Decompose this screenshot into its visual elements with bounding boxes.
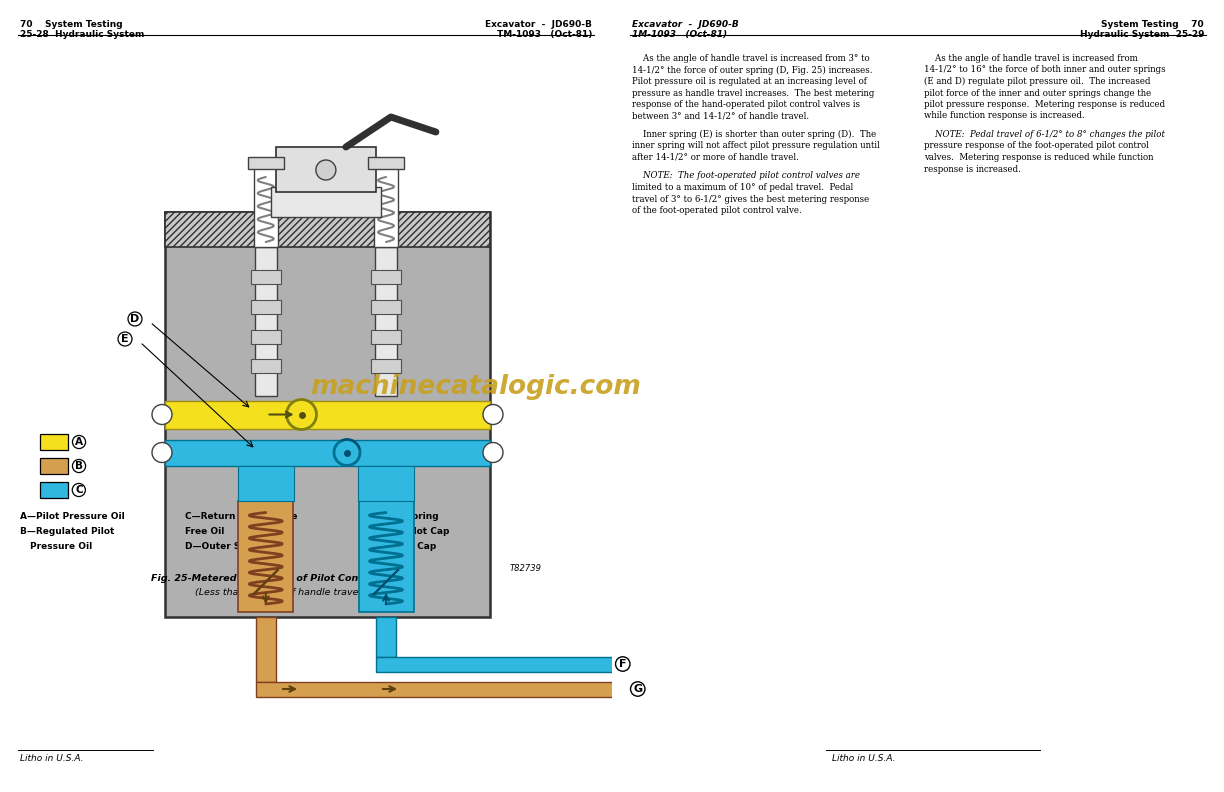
Bar [40,458,69,474]
Text: System Testing    70: System Testing 70 [1102,20,1204,29]
Text: Litho in U.S.A.: Litho in U.S.A. [832,754,896,763]
Text: pilot pressure response.  Metering response is reduced: pilot pressure response. Metering respon… [924,100,1165,109]
Bar [247,157,284,169]
Text: A—Pilot Pressure Oil: A—Pilot Pressure Oil [20,512,125,521]
Bar [251,300,280,314]
Text: B—Regulated Pilot: B—Regulated Pilot [20,527,114,536]
Bar [275,147,376,192]
Text: D—Outer Spring: D—Outer Spring [185,542,267,551]
Text: valves.  Metering response is reduced while function: valves. Metering response is reduced whi… [924,153,1153,162]
Bar [359,501,414,612]
Bar [256,617,275,682]
Text: Inner spring (E) is shorter than outer spring (D).  The: Inner spring (E) is shorter than outer s… [632,130,876,139]
Text: B: B [75,461,83,471]
Bar [371,270,401,284]
Circle shape [483,405,503,425]
Text: travel of 3° to 6-1/2° gives the best metering response: travel of 3° to 6-1/2° gives the best me… [632,195,869,204]
Text: TM-1093   (Oct-81): TM-1093 (Oct-81) [497,30,592,39]
Text: Litho in U.S.A.: Litho in U.S.A. [20,754,83,763]
Bar [253,167,278,247]
Text: (Less than 14-1/2° of handle travel): (Less than 14-1/2° of handle travel) [195,588,365,597]
Circle shape [483,443,503,463]
Text: Hydraulic System  25-29: Hydraulic System 25-29 [1080,30,1204,39]
Text: F: F [619,659,627,669]
Bar [239,501,294,612]
Text: C: C [75,485,83,495]
Circle shape [334,440,360,466]
Text: machinecatalogic.com: machinecatalogic.com [310,374,641,400]
Text: As the angle of handle travel is increased from: As the angle of handle travel is increas… [924,54,1138,63]
Text: A: A [75,437,83,447]
Text: response of the hand-operated pilot control valves is: response of the hand-operated pilot cont… [632,100,860,109]
Bar [251,360,280,373]
Text: F—From Pilot Cap: F—From Pilot Cap [360,527,449,536]
Bar [256,682,635,697]
Text: between 3° and 14-1/2° of handle travel.: between 3° and 14-1/2° of handle travel. [632,112,809,120]
Bar [371,300,401,314]
Text: after 14-1/2° or more of handle travel.: after 14-1/2° or more of handle travel. [632,153,799,162]
Text: T82739: T82739 [510,564,542,573]
Text: 1M-1093   (Oct-81): 1M-1093 (Oct-81) [632,30,727,39]
Text: 14-1/2° the force of outer spring (D, Fig. 25) increases.: 14-1/2° the force of outer spring (D, Fi… [632,66,873,74]
Text: pressure as handle travel increases.  The best metering: pressure as handle travel increases. The… [632,89,874,97]
Bar [165,401,490,428]
Bar [376,617,397,657]
Bar [165,440,490,466]
Text: E: E [121,334,129,344]
Bar [368,157,404,169]
Bar [237,466,294,501]
Text: of the foot-operated pilot control valve.: of the foot-operated pilot control valve… [632,206,802,215]
Text: pilot force of the inner and outer springs change the: pilot force of the inner and outer sprin… [924,89,1152,97]
Text: response is increased.: response is increased. [924,165,1021,173]
Text: while function response is increased.: while function response is increased. [924,112,1084,120]
Bar [165,212,490,617]
Circle shape [152,443,173,463]
Text: NOTE:  The foot-operated pilot control valves are: NOTE: The foot-operated pilot control va… [632,172,860,181]
Text: 25-28  Hydraulic System: 25-28 Hydraulic System [20,30,144,39]
Text: C—Return or Pressure: C—Return or Pressure [185,512,297,521]
Text: Fig. 25-Metered Operation of Pilot Control Valve: Fig. 25-Metered Operation of Pilot Contr… [151,574,409,583]
Text: pressure response of the foot-operated pilot control: pressure response of the foot-operated p… [924,142,1149,150]
Bar [371,360,401,373]
Bar [251,329,280,344]
Bar [376,657,621,672]
Circle shape [286,399,317,429]
Text: As the angle of handle travel is increased from 3° to: As the angle of handle travel is increas… [632,54,869,63]
Text: G—To Pilot Cap: G—To Pilot Cap [360,542,436,551]
Text: G: G [633,684,643,694]
Text: Excavator  -  JD690-B: Excavator - JD690-B [485,20,592,29]
Text: limited to a maximum of 10° of pedal travel.  Pedal: limited to a maximum of 10° of pedal tra… [632,183,853,192]
Text: NOTE:  Pedal travel of 6-1/2° to 8° changes the pilot: NOTE: Pedal travel of 6-1/2° to 8° chang… [924,130,1165,139]
Text: D: D [131,314,140,324]
Text: 14-1/2° to 16° the force of both inner and outer springs: 14-1/2° to 16° the force of both inner a… [924,66,1165,74]
Bar [375,167,398,247]
Bar [371,329,401,344]
Text: Pilot pressure oil is regulated at an increasing level of: Pilot pressure oil is regulated at an in… [632,77,867,86]
Text: inner spring will not affect pilot pressure regulation until: inner spring will not affect pilot press… [632,142,880,150]
Text: 70    System Testing: 70 System Testing [20,20,122,29]
Circle shape [152,405,173,425]
Bar [357,466,414,501]
Text: Pressure Oil: Pressure Oil [31,542,92,551]
Circle shape [316,160,335,180]
Bar [375,247,397,395]
Text: E—Inner Spring: E—Inner Spring [360,512,438,521]
Bar [251,270,280,284]
Text: Excavator  -  JD690-B: Excavator - JD690-B [632,20,739,29]
Bar [255,247,277,395]
Bar [40,482,69,498]
Text: (E and D) regulate pilot pressure oil.  The increased: (E and D) regulate pilot pressure oil. T… [924,77,1151,86]
Text: Free Oil: Free Oil [185,527,224,536]
Bar [165,212,490,247]
Bar [271,187,381,217]
Bar [40,434,69,450]
